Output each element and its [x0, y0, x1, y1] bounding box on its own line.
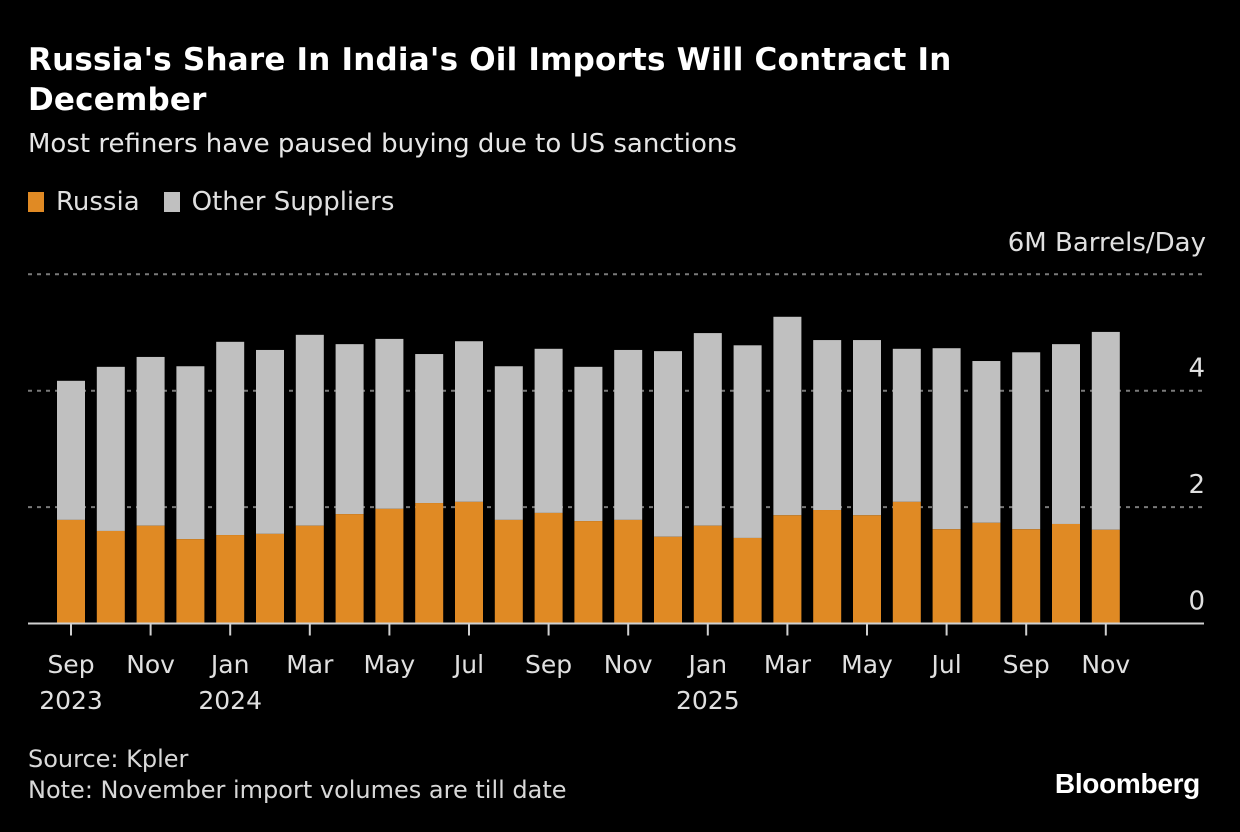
- bar-russia-2024-06: [415, 503, 444, 624]
- bar-other-2024-09: [534, 348, 563, 513]
- bar-russia-2024-08: [494, 519, 523, 624]
- x-tick-label-year: 2024: [198, 686, 262, 715]
- bloomberg-logo: Bloomberg: [1054, 768, 1200, 799]
- bar-other-2025-03: [773, 316, 802, 516]
- y-axis-unit-label: 6M Barrels/Day: [1007, 228, 1206, 258]
- x-tick-label-month: Nov: [1081, 650, 1130, 679]
- bar-russia-2024-05: [375, 508, 404, 624]
- bar-other-2023-11: [136, 356, 165, 526]
- x-tick-label-month: Jul: [452, 650, 484, 679]
- x-tick-label-month: Nov: [604, 650, 653, 679]
- bar-russia-2025-02: [733, 537, 762, 624]
- bar-russia-2023-11: [136, 525, 165, 624]
- x-tick-label-month: May: [841, 650, 893, 679]
- x-tick-label-month: Sep: [1003, 650, 1050, 679]
- bar-other-2024-12: [654, 351, 682, 537]
- bar-other-2024-01: [216, 341, 245, 536]
- bar-russia-2025-08: [972, 522, 1001, 624]
- bar-russia-2024-03: [295, 525, 324, 624]
- bar-other-2025-04: [813, 340, 842, 511]
- bar-russia-2025-05: [853, 515, 881, 624]
- x-tick-label-month: Sep: [47, 650, 94, 679]
- bar-russia-2023-09: [57, 519, 85, 624]
- x-tick-label-year: 2023: [39, 686, 103, 715]
- bar-russia-2024-10: [574, 521, 603, 624]
- bar-other-2025-05: [853, 340, 881, 516]
- bar-other-2025-09: [1012, 352, 1041, 530]
- bar-russia-2025-04: [813, 510, 842, 624]
- bar-russia-2025-01: [693, 525, 722, 624]
- bar-russia-2024-04: [335, 514, 364, 624]
- bar-other-2024-07: [455, 341, 483, 502]
- bar-other-2024-02: [256, 349, 284, 534]
- legend-item-other: Other Suppliers: [163, 184, 395, 220]
- bar-russia-2025-07: [932, 529, 961, 624]
- bar-russia-2024-09: [534, 512, 563, 624]
- footer: Source: Kpler Note: November import volu…: [28, 744, 567, 806]
- bar-russia-2024-11: [614, 519, 643, 624]
- legend-swatch-russia: [28, 192, 44, 212]
- x-tick-label-month: Sep: [525, 650, 572, 679]
- bar-other-2025-06: [892, 348, 921, 502]
- chart-subtitle: Most refiners have paused buying due to …: [28, 129, 737, 159]
- legend: Russia Other Suppliers: [28, 184, 418, 220]
- footnote: Note: November import volumes are till d…: [28, 776, 567, 804]
- y-tick-label-0: 0: [1188, 587, 1205, 617]
- x-tick-label-month: Jul: [930, 650, 962, 679]
- bar-russia-2024-12: [654, 536, 682, 624]
- x-tick-label-month: Mar: [286, 650, 334, 679]
- bar-russia-2025-06: [892, 501, 921, 624]
- bar-russia-2025-09: [1012, 529, 1041, 624]
- bar-russia-2025-10: [1052, 523, 1080, 624]
- bar-other-2023-12: [176, 366, 205, 540]
- x-tick-label-month: May: [364, 650, 416, 679]
- legend-label-other: Other Suppliers: [191, 187, 395, 217]
- bar-other-2024-05: [375, 338, 404, 509]
- bar-other-2024-08: [494, 366, 523, 520]
- bar-other-2025-02: [733, 345, 762, 538]
- bar-russia-2024-01: [216, 535, 245, 624]
- bar-russia-2024-07: [455, 501, 483, 624]
- bar-other-2025-07: [932, 348, 961, 530]
- bar-other-2025-08: [972, 361, 1001, 523]
- legend-item-russia: Russia: [28, 184, 140, 220]
- source-note: Source: Kpler: [28, 745, 189, 773]
- x-tick-label-month: Nov: [126, 650, 175, 679]
- bar-russia-2023-10: [96, 530, 125, 624]
- bar-other-2024-03: [295, 334, 324, 526]
- bar-other-2023-10: [96, 366, 125, 531]
- legend-swatch-other: [163, 192, 180, 212]
- bar-other-2024-10: [574, 366, 603, 522]
- x-tick-label-month: Jan: [209, 650, 250, 679]
- bar-other-2023-09: [57, 380, 85, 520]
- bar-russia-2025-03: [773, 515, 802, 624]
- x-tick-label-month: Jan: [687, 650, 728, 679]
- bar-other-2024-06: [415, 354, 444, 504]
- chart-title: Russia's Share In India's Oil Imports Wi…: [28, 42, 952, 118]
- y-tick-label-2: 2: [1188, 470, 1205, 500]
- bar-other-2024-11: [614, 349, 643, 520]
- bar-other-2025-01: [693, 333, 722, 526]
- bar-other-2024-04: [335, 344, 364, 515]
- bar-russia-2025-11: [1091, 529, 1120, 624]
- legend-label-russia: Russia: [56, 187, 140, 217]
- bar-other-2025-10: [1052, 344, 1080, 524]
- x-tick-label-month: Mar: [764, 650, 812, 679]
- bar-russia-2024-02: [256, 533, 284, 624]
- y-tick-label-4: 4: [1188, 354, 1205, 384]
- bar-other-2025-11: [1091, 331, 1120, 530]
- bar-russia-2023-12: [176, 539, 205, 624]
- x-tick-label-year: 2025: [676, 686, 740, 715]
